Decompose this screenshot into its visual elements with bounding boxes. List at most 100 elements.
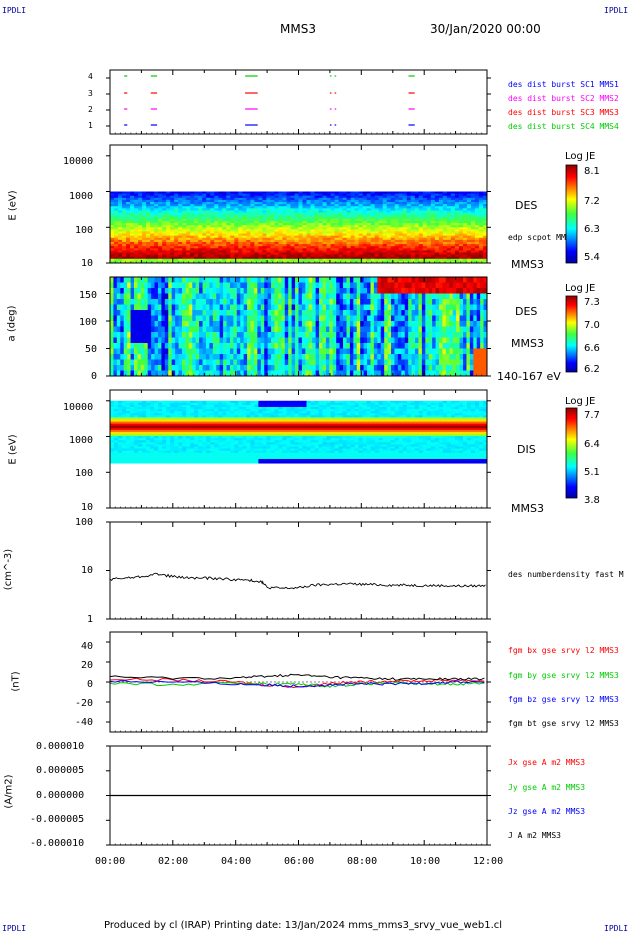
des-pitch-cell: [387, 277, 392, 283]
des-energy-cell: [114, 241, 119, 245]
des-pitch-cell: [370, 337, 375, 344]
des-energy-cell: [230, 193, 235, 197]
des-energy-cell: [170, 204, 175, 207]
des-pitch-cell: [260, 359, 265, 366]
des-energy-cell: [386, 225, 392, 228]
des-energy-cell: [334, 250, 340, 253]
des-pitch-cell: [308, 304, 313, 311]
des-energy-cell: [246, 193, 251, 197]
des-pitch-cell: [384, 321, 389, 327]
des-energy-cell: [214, 206, 219, 209]
des-energy-cell: [198, 227, 203, 230]
des-energy-cell: [226, 216, 231, 220]
des-energy-cell: [174, 197, 179, 201]
des-energy-cell: [374, 248, 380, 251]
des-energy-cell: [146, 248, 151, 251]
des-pitch-cell: [168, 332, 173, 338]
des-pitch-cell: [247, 299, 251, 305]
des-energy-cell: [218, 195, 223, 199]
des-energy-cell: [398, 220, 404, 224]
des-energy-cell: [334, 191, 340, 195]
des-energy-cell: [114, 202, 119, 205]
des-energy-cell: [414, 208, 420, 211]
des-energy-cell: [426, 256, 432, 260]
current-legend-jy: Jy gse A m2 MMS3: [508, 783, 586, 792]
des-energy-cell: [130, 252, 135, 255]
des-energy-cell: [314, 220, 319, 224]
des-energy-cell: [234, 197, 239, 201]
des-energy-cell: [134, 231, 139, 234]
des-pitch-cell: [401, 288, 406, 294]
des-energy-cell: [198, 212, 203, 216]
des-energy-cell: [130, 195, 135, 199]
des-energy-cell: [294, 210, 299, 213]
des-energy-cell: [230, 229, 235, 232]
des-energy-cell: [190, 235, 195, 239]
des-pitch-cell: [175, 337, 179, 344]
des-energy-cell: [266, 212, 271, 216]
des-energy-cell: [186, 214, 191, 218]
des-energy-cell: [146, 244, 151, 247]
des-pitch-cell: [325, 365, 330, 371]
des-energy-cell: [374, 206, 380, 209]
des-pitch-cell: [336, 299, 341, 305]
des-energy-cell: [294, 216, 299, 220]
des-energy-cell: [130, 233, 135, 237]
des-energy-cell: [390, 223, 396, 226]
des-energy-cell: [218, 256, 223, 260]
des-pitch-cell: [192, 343, 197, 349]
des-pitch-cell: [380, 359, 385, 366]
des-energy-cell: [430, 235, 436, 239]
des-energy-cell: [250, 250, 255, 253]
des-pitch-cell: [387, 315, 392, 322]
des-energy-cell: [390, 218, 396, 222]
des-pitch-cell: [329, 343, 334, 349]
des-energy-cell: [198, 239, 203, 243]
des-pitch-cell: [171, 365, 176, 371]
des-energy-cell: [258, 220, 263, 224]
des-energy-cell: [394, 195, 400, 199]
des-energy-cell: [262, 254, 267, 258]
des-pitch-cell: [332, 348, 337, 355]
des-pitch-cell: [171, 299, 176, 305]
des-energy-cell: [386, 229, 392, 232]
des-energy-cell: [178, 241, 183, 245]
des-pitch-cell: [291, 359, 296, 366]
des-pitch-cell: [223, 370, 227, 377]
des-energy-cell: [370, 254, 376, 258]
des-energy-cell: [314, 254, 319, 258]
des-energy-cell: [190, 250, 195, 253]
des-energy-cell: [314, 191, 319, 195]
des-energy-cell: [282, 199, 287, 203]
des-energy-cell: [274, 193, 279, 197]
des-energy-cell: [126, 246, 131, 249]
des-energy-cell: [430, 233, 436, 237]
des-pitch-cell: [192, 304, 197, 311]
des-energy-cell: [402, 256, 408, 260]
des-pitch-cell: [298, 299, 303, 305]
des-pitch-cell: [319, 293, 323, 300]
des-pitch-cell: [185, 365, 190, 371]
des-pitch-cell: [274, 304, 279, 311]
des-pitch-cell: [380, 293, 385, 300]
des-pitch-cell: [271, 315, 275, 322]
des-energy-cell: [130, 227, 135, 230]
des-pitch-cell: [240, 337, 245, 344]
colorbar-title-des-energy: Log JE: [565, 151, 596, 162]
des-energy-cell: [398, 227, 404, 230]
des-energy-cell: [386, 212, 392, 216]
des-energy-cell: [242, 210, 247, 213]
des-energy-cell: [194, 193, 199, 197]
des-energy-cell: [462, 239, 468, 243]
des-energy-cell: [406, 195, 412, 199]
des-energy-cell: [374, 239, 380, 243]
des-energy-cell: [302, 260, 307, 264]
des-energy-cell: [414, 248, 420, 251]
des-energy-cell: [238, 220, 243, 224]
des-pitch-cell: [387, 348, 392, 355]
des-pitch-cell: [247, 370, 251, 377]
des-energy-cell: [342, 202, 348, 205]
des-pitch-cell: [161, 277, 166, 283]
des-pitch-cell: [260, 348, 265, 355]
des-energy-cell: [418, 206, 424, 209]
